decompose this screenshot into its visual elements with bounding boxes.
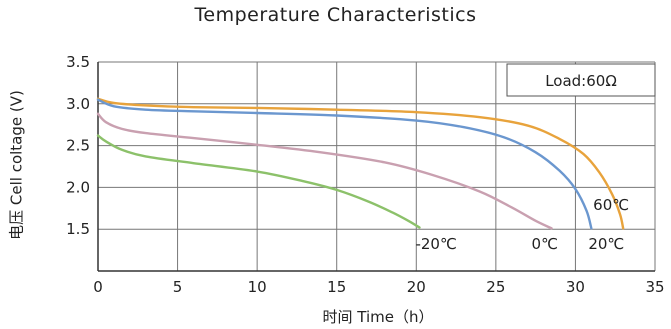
- axes: [97, 62, 655, 272]
- x-tick-label: 30: [566, 278, 585, 296]
- series-label: 20℃: [588, 235, 624, 253]
- y-tick-label: 3.5: [66, 53, 90, 71]
- tick-labels: 0 5 10 15 20 25 30 35 1.5 2.0 2.5 3.0 3.5: [66, 53, 664, 296]
- series-label: 60℃: [593, 196, 629, 214]
- chart-title: Temperature Characteristics: [194, 4, 477, 26]
- x-tick-label: 0: [93, 278, 103, 296]
- load-annotation-box: [506, 63, 656, 97]
- x-tick-label: 20: [407, 278, 426, 296]
- series-line: [96, 97, 625, 230]
- series-line: [96, 112, 553, 230]
- x-tick-label: 5: [173, 278, 183, 296]
- x-axis-label: 时间 Time（h）: [322, 308, 434, 326]
- y-tick-label: 3.0: [66, 95, 90, 113]
- y-tick-label: 2.5: [66, 137, 90, 155]
- series-line: [96, 98, 593, 230]
- load-annotation: Load:60Ω: [545, 72, 617, 90]
- x-tick-label: 15: [327, 278, 346, 296]
- x-tick-label: 25: [486, 278, 505, 296]
- y-tick-label: 2.0: [66, 178, 90, 196]
- grid-lines: [98, 61, 656, 271]
- y-tick-label: 1.5: [66, 220, 90, 238]
- series-line: [96, 134, 421, 229]
- series-label: -20℃: [415, 235, 456, 253]
- series-labels: 60℃ 20℃ 0℃ -20℃: [415, 196, 629, 253]
- load-legend: Load:60Ω: [506, 63, 656, 97]
- x-tick-label: 35: [645, 278, 664, 296]
- series-label: 0℃: [532, 235, 558, 253]
- series-lines: [96, 97, 625, 230]
- plot-area: [98, 62, 655, 271]
- x-tick-label: 10: [248, 278, 267, 296]
